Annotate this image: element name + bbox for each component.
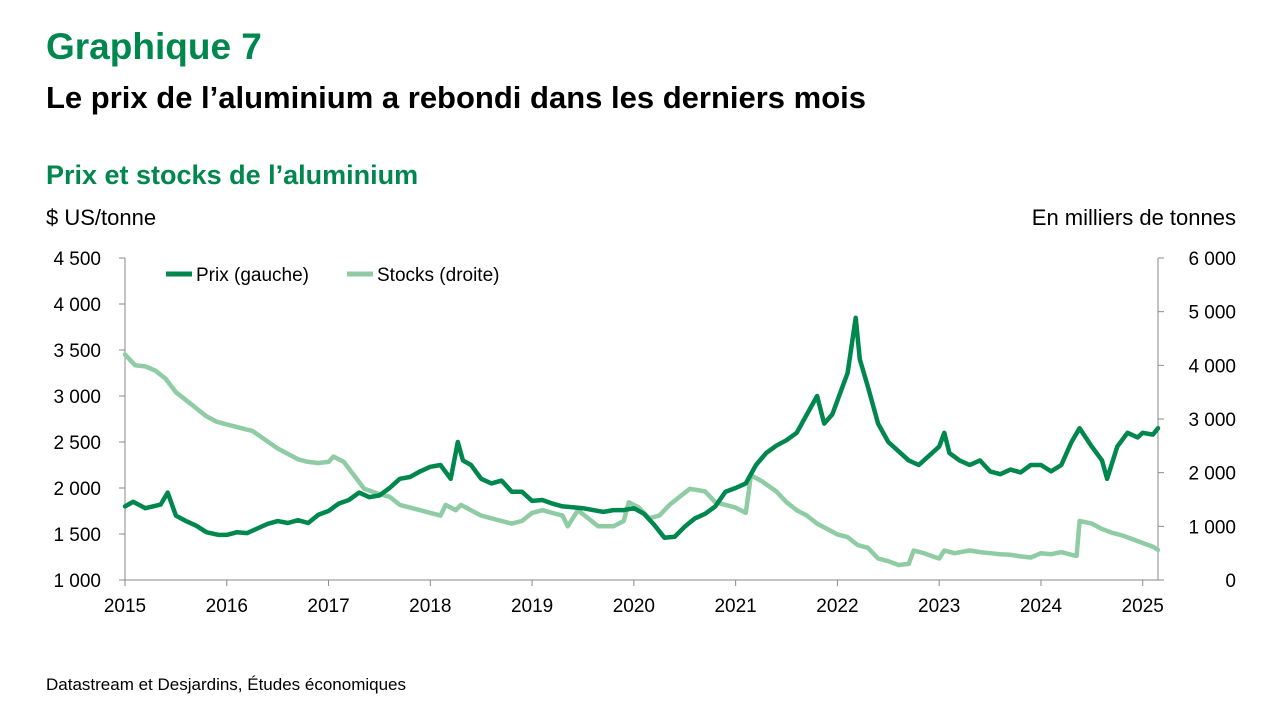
right-tick-label: 4 000 — [1188, 356, 1236, 377]
x-tick-label: 2025 — [1122, 596, 1164, 617]
left-tick-label: 4 000 — [53, 295, 101, 316]
legend: Prix (gauche) Stocks (droite) — [166, 265, 499, 286]
x-tick-label: 2017 — [307, 596, 349, 617]
legend-label-price: Prix (gauche) — [196, 265, 309, 286]
x-tick-label: 2020 — [613, 596, 655, 617]
stocks-series-line — [122, 352, 1161, 568]
x-tick-label: 2023 — [918, 596, 960, 617]
figure-label: Graphique 7 — [46, 26, 262, 67]
x-tick-label: 2019 — [511, 596, 553, 617]
right-tick-label: 3 000 — [1188, 410, 1236, 431]
right-tick-label: 1 000 — [1188, 517, 1236, 538]
left-tick-label: 2 000 — [53, 479, 101, 500]
chart-title: Prix et stocks de l’aluminium — [46, 160, 419, 190]
left-axis-unit: $ US/tonne — [46, 205, 157, 230]
left-tick-label: 3 000 — [53, 387, 101, 408]
figure-title: Le prix de l’aluminium a rebondi dans le… — [46, 80, 867, 115]
left-tick-label: 3 500 — [53, 341, 101, 362]
source-note: Datastream et Desjardins, Études économi… — [46, 675, 407, 694]
price-series-line — [122, 315, 1161, 540]
axes — [119, 257, 1164, 586]
left-tick-label: 1 000 — [53, 571, 101, 592]
x-tick-label: 2022 — [816, 596, 858, 617]
right-tick-label: 6 000 — [1188, 249, 1236, 270]
tick-labels: 1 000 1 500 2 000 2 500 3 000 3 500 4 000 4 500… — [53, 249, 1236, 617]
x-tick-label: 2024 — [1020, 596, 1063, 617]
x-tick-label: 2016 — [206, 596, 248, 617]
series-lines — [122, 315, 1161, 568]
right-tick-label: 5 000 — [1188, 303, 1236, 324]
right-axis-unit: En milliers de tonnes — [1031, 205, 1236, 230]
x-tick-label: 2018 — [409, 596, 451, 617]
left-tick-label: 4 500 — [53, 249, 101, 270]
legend-label-stocks: Stocks (droite) — [377, 265, 499, 286]
left-tick-label: 1 500 — [53, 525, 101, 546]
left-tick-label: 2 500 — [53, 433, 101, 454]
right-tick-label: 2 000 — [1188, 464, 1236, 485]
x-tick-label: 2021 — [714, 596, 756, 617]
right-tick-label: 0 — [1225, 571, 1236, 592]
x-tick-label: 2015 — [104, 596, 146, 617]
